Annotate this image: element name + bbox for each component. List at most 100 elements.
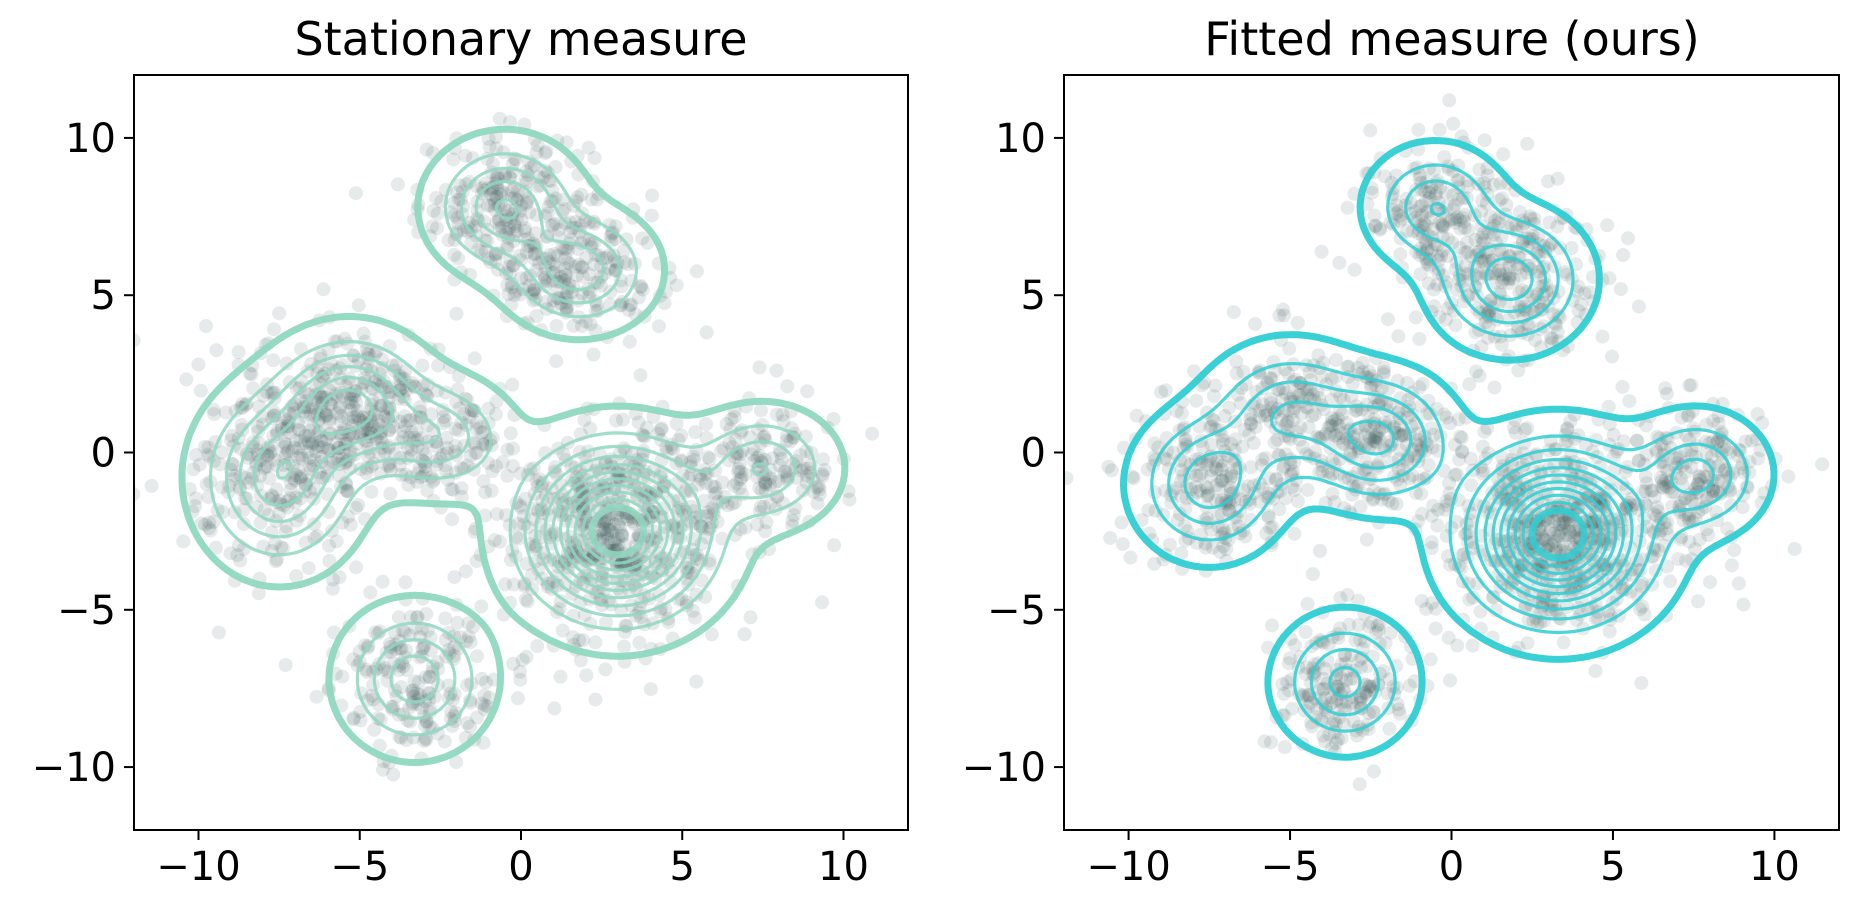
data-point bbox=[386, 767, 401, 782]
data-point bbox=[815, 595, 829, 610]
data-point bbox=[1114, 515, 1129, 530]
data-point bbox=[1217, 409, 1232, 424]
data-point bbox=[1428, 621, 1443, 636]
data-point bbox=[322, 411, 337, 426]
data-point bbox=[1615, 379, 1630, 394]
data-point bbox=[381, 391, 396, 406]
data-point bbox=[1491, 264, 1506, 278]
data-point bbox=[1450, 638, 1465, 653]
data-point bbox=[574, 260, 589, 275]
x-tick-label: 0 bbox=[508, 844, 533, 890]
data-point bbox=[212, 457, 227, 472]
data-point bbox=[1402, 678, 1417, 693]
data-point bbox=[1547, 534, 1562, 549]
data-point bbox=[383, 486, 398, 501]
data-point bbox=[297, 436, 312, 451]
data-point bbox=[474, 599, 489, 614]
data-point bbox=[144, 478, 159, 493]
data-point bbox=[319, 431, 334, 446]
data-point bbox=[1595, 329, 1610, 344]
data-point bbox=[669, 278, 684, 293]
data-point bbox=[467, 404, 482, 419]
data-point bbox=[592, 248, 607, 263]
data-point bbox=[461, 224, 476, 239]
data-point bbox=[208, 540, 223, 555]
data-point bbox=[547, 247, 562, 261]
data-point bbox=[302, 450, 317, 465]
data-point bbox=[417, 386, 432, 401]
data-point bbox=[1340, 587, 1355, 602]
data-point bbox=[559, 301, 574, 316]
data-point bbox=[500, 442, 515, 457]
data-point bbox=[315, 433, 330, 448]
data-point bbox=[449, 306, 464, 321]
data-point bbox=[236, 517, 251, 531]
data-point bbox=[1424, 535, 1439, 550]
data-point bbox=[527, 252, 542, 267]
data-point bbox=[189, 491, 203, 506]
data-point bbox=[780, 379, 795, 394]
data-point bbox=[754, 403, 768, 418]
data-point bbox=[631, 290, 646, 305]
data-point bbox=[176, 534, 191, 549]
data-point bbox=[517, 223, 532, 238]
data-point bbox=[194, 516, 209, 531]
data-point bbox=[347, 413, 361, 428]
data-point bbox=[346, 429, 360, 444]
data-point bbox=[598, 662, 613, 677]
data-point bbox=[519, 245, 534, 260]
data-point bbox=[507, 225, 522, 240]
data-point bbox=[1298, 625, 1313, 639]
data-point bbox=[579, 250, 594, 265]
data-point bbox=[393, 414, 408, 429]
data-point bbox=[343, 392, 358, 407]
data-point bbox=[460, 716, 475, 731]
data-point bbox=[202, 521, 216, 536]
data-point bbox=[245, 439, 260, 454]
data-point bbox=[1815, 457, 1830, 472]
data-point bbox=[1787, 541, 1802, 556]
y-tick-label: −10 bbox=[32, 745, 116, 791]
data-point bbox=[293, 491, 308, 506]
data-point bbox=[1154, 385, 1169, 400]
data-point bbox=[398, 575, 413, 590]
data-point bbox=[277, 439, 292, 454]
data-point bbox=[262, 471, 277, 486]
data-point bbox=[497, 201, 512, 216]
data-point bbox=[402, 430, 417, 445]
data-point bbox=[253, 468, 268, 483]
data-point bbox=[332, 401, 347, 416]
data-point bbox=[469, 422, 484, 437]
data-point bbox=[502, 220, 517, 235]
data-point bbox=[1389, 198, 1404, 213]
y-axis: −10 −5 0 5 10 bbox=[32, 116, 134, 791]
data-point bbox=[1272, 308, 1287, 323]
data-point bbox=[1419, 601, 1434, 616]
data-point bbox=[235, 396, 250, 411]
data-point bbox=[1290, 315, 1305, 330]
data-point bbox=[349, 560, 364, 575]
data-point bbox=[429, 434, 444, 449]
data-point bbox=[1219, 469, 1234, 484]
data-point bbox=[503, 426, 518, 441]
x-tick-label: 5 bbox=[670, 844, 695, 890]
data-point bbox=[495, 220, 510, 235]
data-point bbox=[451, 216, 466, 231]
data-point bbox=[189, 448, 204, 462]
data-point bbox=[134, 333, 141, 348]
data-point bbox=[322, 414, 337, 429]
data-point bbox=[231, 345, 246, 360]
data-point bbox=[510, 184, 525, 199]
y-tick-label: −5 bbox=[987, 588, 1046, 634]
data-point bbox=[1340, 200, 1355, 215]
y-tick-label: 5 bbox=[1021, 273, 1046, 319]
data-point bbox=[291, 441, 306, 456]
data-point bbox=[1287, 526, 1302, 541]
data-point bbox=[351, 298, 366, 313]
data-point bbox=[307, 481, 322, 496]
data-point bbox=[366, 381, 381, 396]
data-point bbox=[279, 356, 294, 371]
data-point bbox=[192, 457, 207, 472]
data-point bbox=[583, 317, 598, 331]
